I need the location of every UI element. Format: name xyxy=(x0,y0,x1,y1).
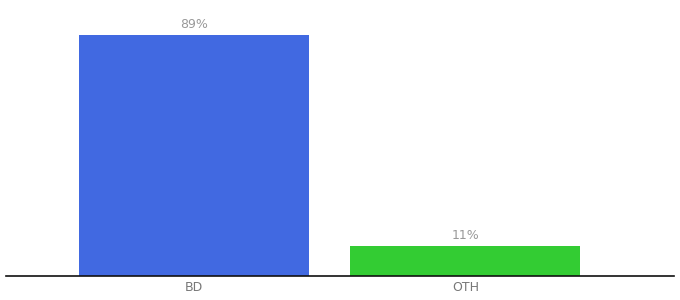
Text: 11%: 11% xyxy=(452,229,479,242)
Text: 89%: 89% xyxy=(180,18,207,31)
Bar xyxy=(350,246,581,276)
Bar xyxy=(79,35,309,276)
